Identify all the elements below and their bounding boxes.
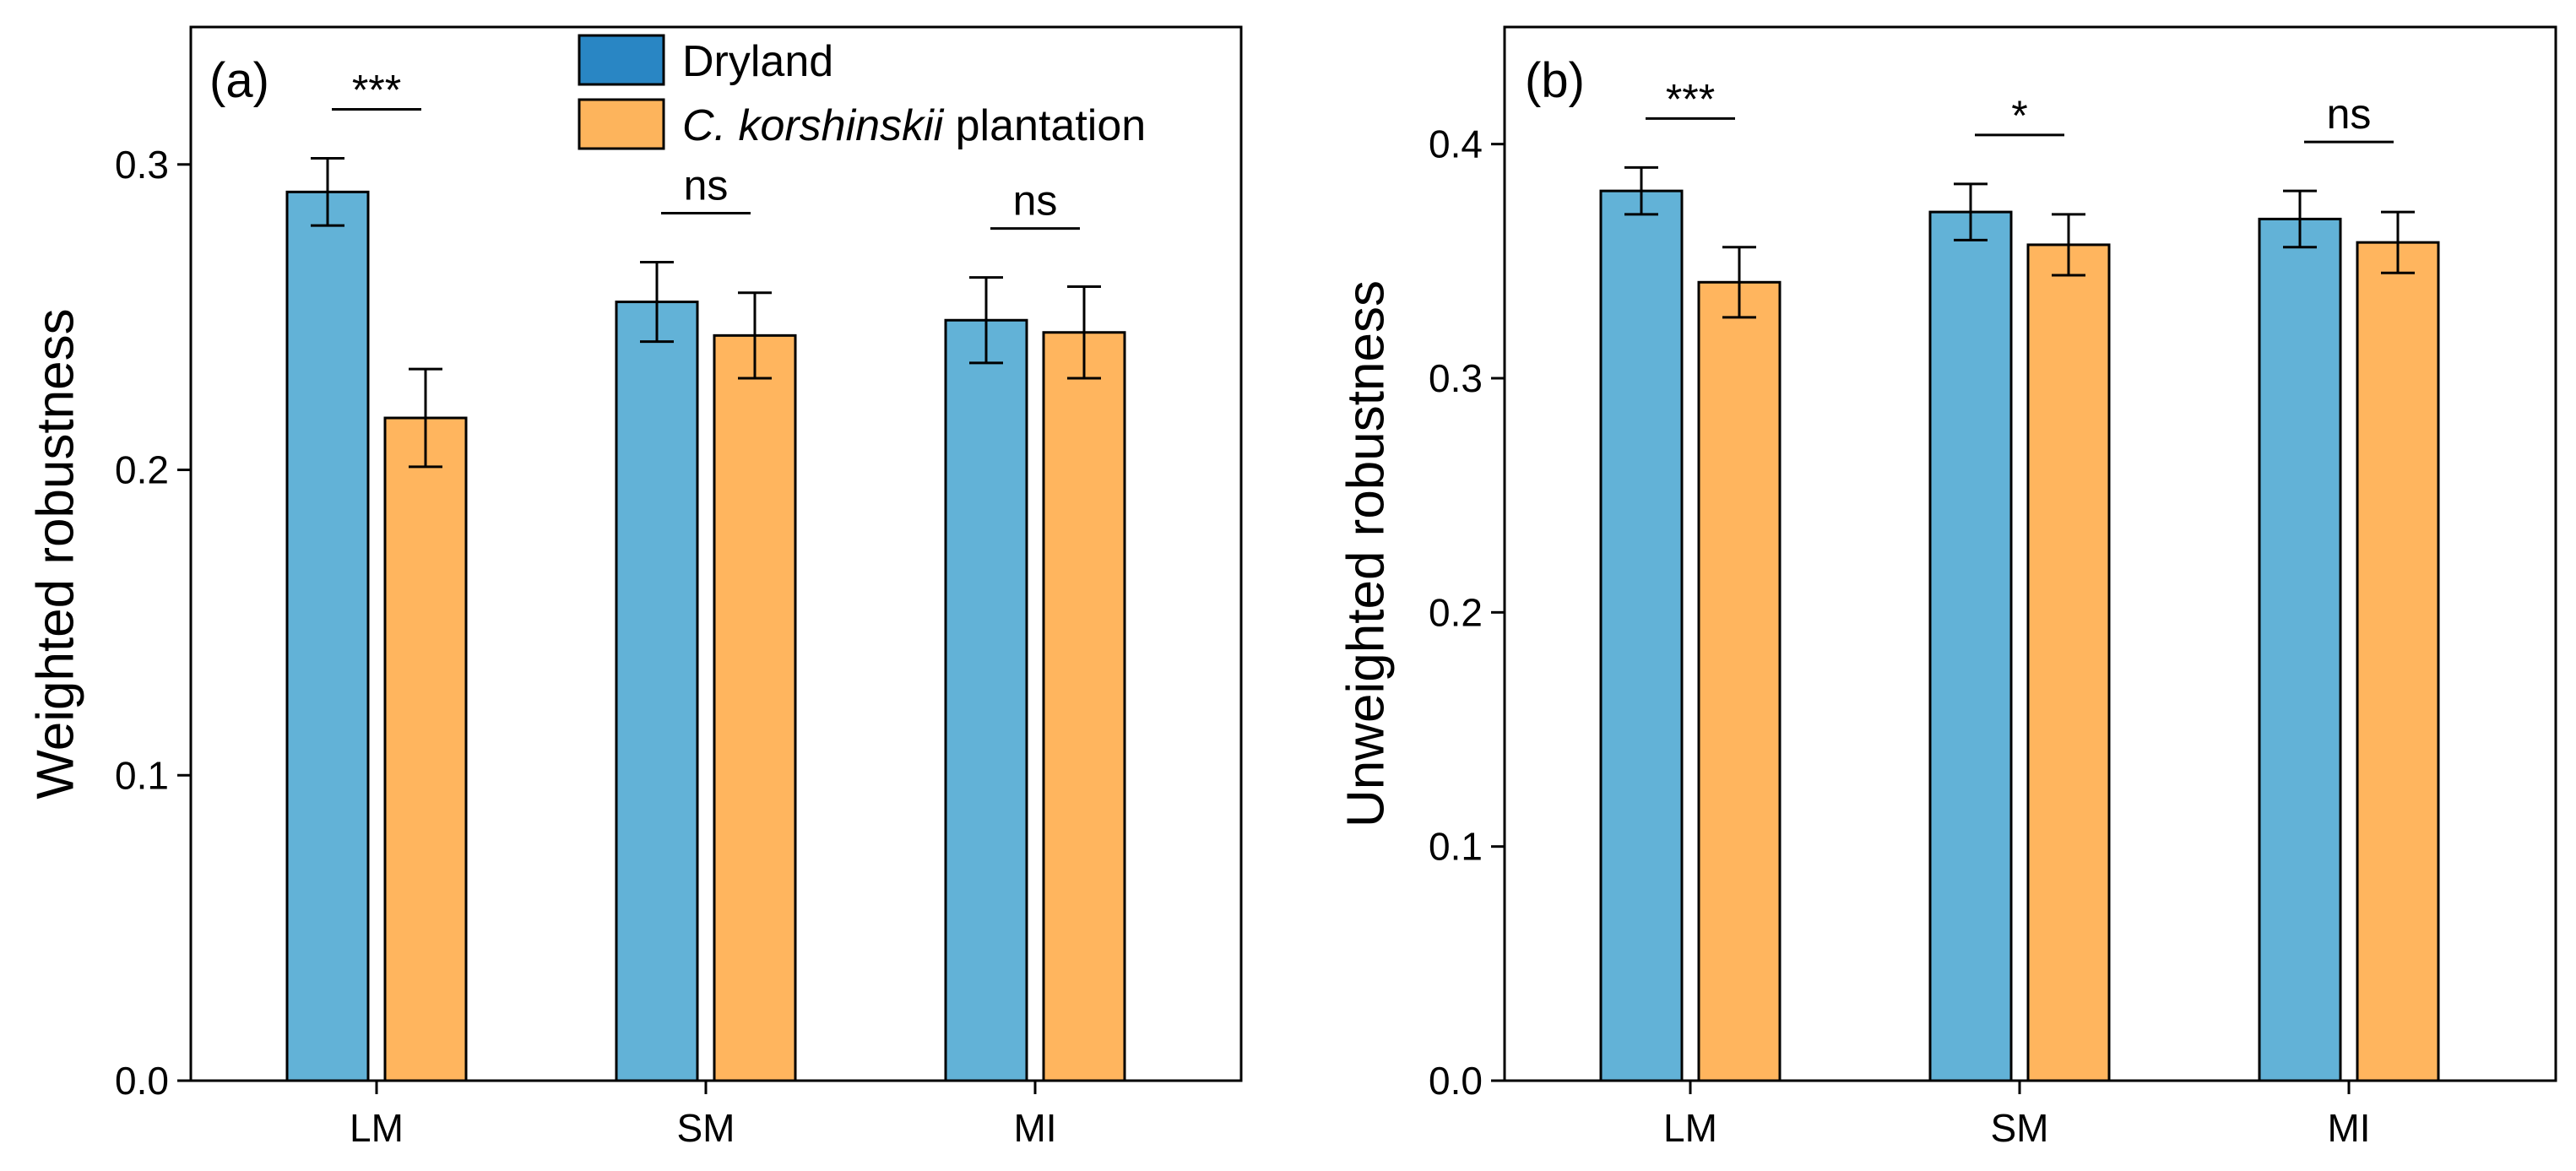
y-tick-label: 0.2 [115, 448, 169, 492]
y-tick-label: 0.4 [1429, 122, 1483, 166]
legend-label-plantation-italic: C. korshinskii [682, 101, 945, 150]
y-tick-label: 0.3 [1429, 356, 1483, 400]
bar-dryland-lm [285, 190, 370, 1082]
y-tick-label: 0.0 [115, 1059, 169, 1103]
panel-label: (b) [1525, 53, 1585, 108]
significance-label: ns [684, 162, 729, 209]
bar-plantation-mi [1042, 331, 1126, 1082]
bar-plantation-mi [2356, 241, 2440, 1082]
bar-dryland-lm [1599, 189, 1684, 1082]
bar-plantation-sm [713, 333, 797, 1082]
x-tick-label: LM [1663, 1106, 1717, 1150]
y-tick-label: 0.1 [115, 753, 169, 797]
significance-label: ns [2327, 90, 2372, 138]
legend-swatch-dryland [578, 34, 665, 86]
y-tick-label: 0.1 [1429, 825, 1483, 869]
legend-label-dryland: Dryland [682, 37, 833, 86]
legend: Dryland C. korshinskii plantation [578, 34, 1146, 150]
bar-plantation-sm [2026, 243, 2111, 1082]
bar-dryland-sm [1928, 210, 2013, 1082]
legend-swatch-plantation [578, 98, 665, 150]
y-axis-label: Unweighted robustness [1337, 280, 1395, 827]
legend-label-plantation-rest: plantation [943, 101, 1146, 150]
y-tick-label: 0.2 [1429, 590, 1483, 634]
significance-label: ns [1013, 177, 1058, 225]
x-tick-label: MI [1013, 1106, 1056, 1150]
bar-plantation-lm [1697, 280, 1782, 1082]
significance-label: *** [1666, 75, 1715, 122]
x-tick-label: LM [350, 1106, 404, 1150]
x-tick-label: MI [2327, 1106, 2370, 1150]
bar-plantation-lm [383, 416, 468, 1082]
panel-a: 0.0 0.1 0.2 0.3 Weighted robustness (a) LM *** S… [26, 25, 1243, 1150]
y-tick-label: 0.3 [115, 143, 169, 187]
panel-label: (a) [209, 53, 269, 108]
legend-label-plantation: C. korshinskii plantation [682, 101, 1146, 150]
x-tick-label: SM [1991, 1106, 2049, 1150]
bar-dryland-sm [615, 301, 699, 1082]
x-tick-label: SM [677, 1106, 735, 1150]
significance-label: * [2011, 92, 2027, 139]
significance-label: *** [352, 67, 401, 114]
bar-dryland-mi [944, 318, 1028, 1082]
panel-b: 0.0 0.1 0.2 0.3 0.4 Unweighted robustness (b) L… [1337, 25, 2557, 1150]
y-axis-label: Weighted robustness [26, 308, 84, 799]
bar-dryland-mi [2258, 217, 2342, 1082]
y-tick-label: 0.0 [1429, 1059, 1483, 1103]
